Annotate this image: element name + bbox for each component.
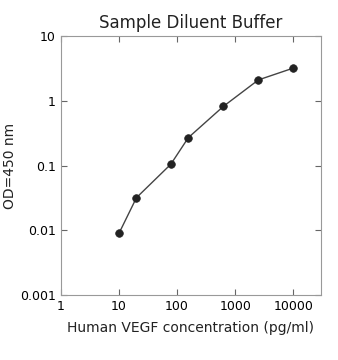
- Y-axis label: OD=450 nm: OD=450 nm: [3, 122, 17, 209]
- Title: Sample Diluent Buffer: Sample Diluent Buffer: [99, 14, 283, 32]
- X-axis label: Human VEGF concentration (pg/ml): Human VEGF concentration (pg/ml): [68, 321, 314, 336]
